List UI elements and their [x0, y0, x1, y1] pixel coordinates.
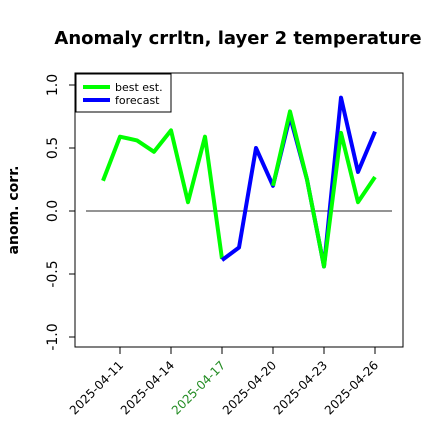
series-layer [101, 95, 377, 269]
x-tick-label: 2025-04-23 [271, 358, 330, 417]
y-tick-label: 0.0 [45, 200, 61, 222]
legend-label-best-est: best est. [115, 81, 163, 94]
y-axis: -1.0 -0.5 0.0 0.5 1.0 [45, 74, 75, 351]
y-tick-label: 0.5 [45, 137, 61, 159]
legend: best est. forecast [75, 73, 172, 113]
legend-label-forecast: forecast [115, 94, 160, 107]
x-tick-label: 2025-04-11 [67, 358, 126, 417]
y-axis-label: anom. corr. [6, 166, 22, 255]
x-tick-label: 2025-04-26 [322, 358, 381, 417]
series-line-0 [101, 128, 224, 260]
x-tick-label: 2025-04-17 [169, 358, 228, 417]
legend-box [75, 73, 172, 113]
x-axis: 2025-04-112025-04-142025-04-172025-04-20… [67, 347, 381, 417]
x-tick-label: 2025-04-14 [118, 358, 177, 417]
y-tick-label: -0.5 [45, 260, 61, 287]
chart-title: Anomaly crrltn, layer 2 temperature [54, 28, 421, 49]
series-line-2 [271, 109, 377, 269]
y-tick-label: -1.0 [45, 323, 61, 350]
x-tick-label: 2025-04-20 [220, 358, 279, 417]
plot-area [74, 72, 404, 348]
y-tick-label: 1.0 [45, 74, 61, 96]
